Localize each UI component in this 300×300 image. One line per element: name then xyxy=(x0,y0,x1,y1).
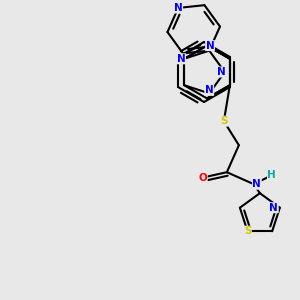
Text: N: N xyxy=(205,85,214,95)
Text: N: N xyxy=(177,54,185,64)
Text: N: N xyxy=(269,203,278,213)
Text: N: N xyxy=(253,179,261,189)
Text: S: S xyxy=(244,226,251,236)
Text: N: N xyxy=(174,3,183,13)
Text: O: O xyxy=(199,173,207,183)
Text: N: N xyxy=(218,67,226,77)
Text: N: N xyxy=(206,40,214,51)
Text: S: S xyxy=(220,116,228,126)
Text: H: H xyxy=(268,170,276,180)
